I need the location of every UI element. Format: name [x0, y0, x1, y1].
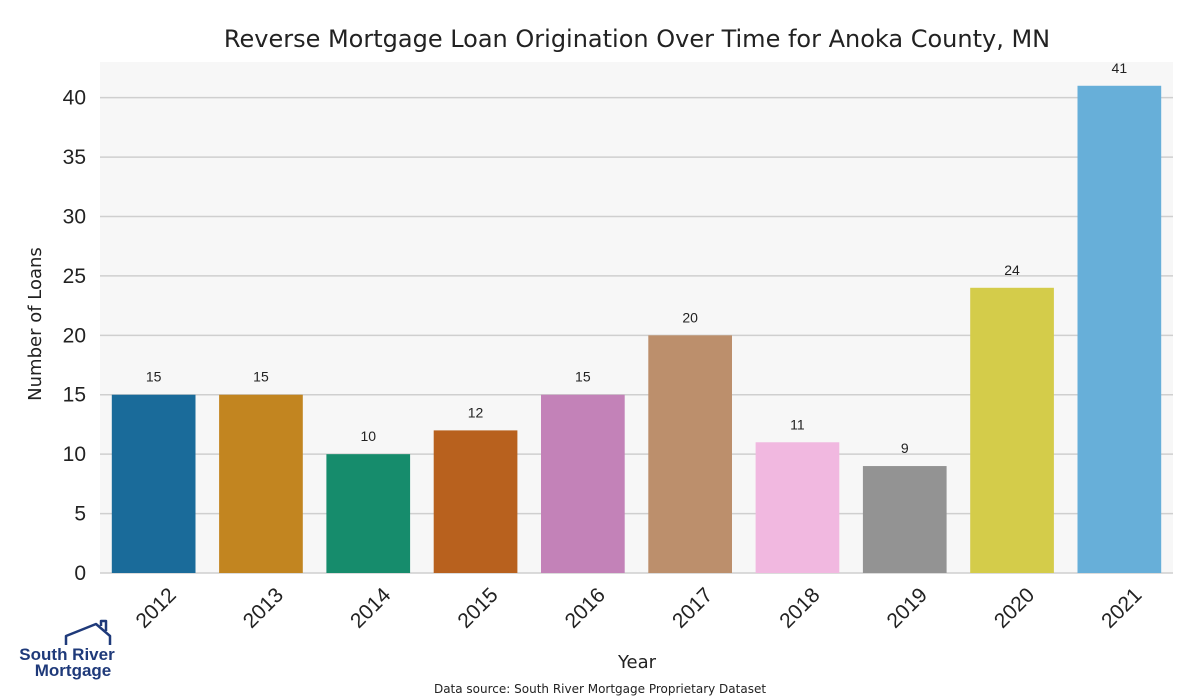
y-tick-label: 40	[63, 87, 86, 110]
x-tick-label: 2012	[131, 583, 180, 632]
bar-2015	[433, 430, 518, 573]
y-axis-label: Number of Loans	[25, 247, 46, 401]
x-tick-label: 2021	[1097, 583, 1146, 632]
bar-2014	[326, 454, 411, 573]
bar-2012	[111, 394, 196, 573]
bar-2019	[862, 466, 947, 573]
bar-value-label: 15	[253, 369, 269, 385]
x-tick-label: 2017	[668, 583, 717, 632]
bar-2017	[648, 335, 732, 573]
y-tick-label: 0	[74, 562, 86, 585]
x-tick-label: 2016	[561, 583, 610, 632]
x-tick-label: 2013	[239, 583, 288, 632]
bar-value-labels: 15 15 10 12 15 20 11 9 24 41	[146, 60, 1127, 456]
company-logo: South River Mortgage	[19, 619, 115, 680]
bar-2016	[541, 394, 625, 573]
y-tick-label: 35	[63, 146, 86, 169]
bars	[111, 85, 1162, 573]
bar-value-label: 10	[360, 428, 376, 444]
logo-line-2: Mortgage	[35, 661, 112, 680]
x-tick-label: 2014	[346, 583, 396, 633]
house-icon	[64, 619, 112, 645]
bar-2020	[970, 287, 1054, 573]
x-tick-label: 2019	[883, 583, 932, 632]
bar-value-label: 9	[901, 440, 909, 456]
y-tick-label: 10	[63, 443, 86, 466]
bar-value-label: 11	[790, 416, 805, 432]
bar-value-label: 15	[146, 369, 162, 385]
bar-2021	[1077, 85, 1162, 573]
y-tick-label: 5	[74, 503, 86, 526]
bar-value-label: 41	[1112, 60, 1128, 76]
x-axis-label: Year	[617, 652, 657, 673]
logo-line-1: South River	[19, 645, 115, 664]
y-tick-label: 15	[63, 384, 86, 407]
source-note: Data source: South River Mortgage Propri…	[434, 682, 766, 696]
bar-value-label: 24	[1004, 262, 1020, 278]
bar-2013	[219, 394, 303, 573]
x-tick-label: 2015	[453, 583, 502, 632]
bar-value-label: 15	[575, 369, 591, 385]
x-axis-ticks: 2012 2013 2014 2015 2016 2017 2018 2019 2020 2021	[131, 583, 1146, 633]
x-tick-label: 2020	[990, 583, 1039, 632]
y-tick-label: 20	[63, 324, 86, 347]
y-tick-label: 30	[63, 205, 86, 228]
y-tick-label: 25	[63, 265, 86, 288]
bar-value-label: 12	[468, 404, 484, 420]
y-axis-ticks: 0 5 10 15 20 25 30 35 40	[63, 87, 86, 585]
bar-2018	[755, 442, 840, 573]
bar-value-label: 20	[682, 309, 698, 325]
x-tick-label: 2018	[775, 583, 824, 632]
chart-title: Reverse Mortgage Loan Origination Over T…	[224, 25, 1050, 53]
